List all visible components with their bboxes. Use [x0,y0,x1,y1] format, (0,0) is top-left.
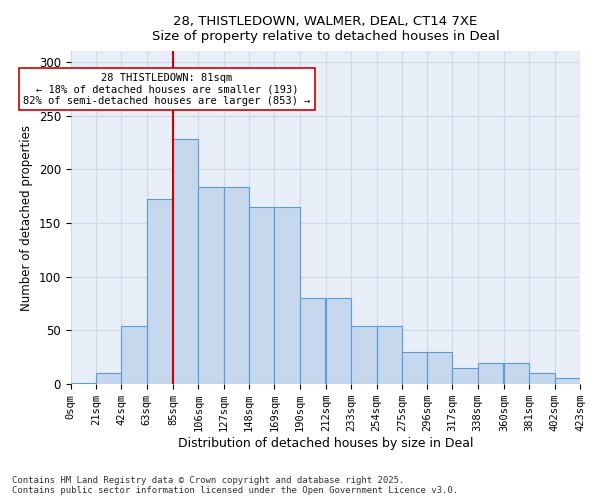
Bar [274,207,299,384]
Bar [121,326,146,384]
Y-axis label: Number of detached properties: Number of detached properties [20,124,33,310]
Bar [249,207,274,384]
Bar [377,326,402,384]
Bar [326,298,351,384]
Bar [224,186,249,384]
Text: Contains HM Land Registry data © Crown copyright and database right 2025.
Contai: Contains HM Land Registry data © Crown c… [12,476,458,495]
Bar [96,374,121,384]
Bar [299,298,325,384]
Bar [555,378,580,384]
Bar [504,362,529,384]
Bar [199,186,224,384]
Bar [529,374,555,384]
Bar [351,326,377,384]
Bar [452,368,478,384]
Bar [173,139,199,384]
Text: 28 THISTLEDOWN: 81sqm
← 18% of detached houses are smaller (193)
82% of semi-det: 28 THISTLEDOWN: 81sqm ← 18% of detached … [23,72,311,106]
Bar [402,352,427,384]
Bar [478,362,503,384]
Bar [146,200,172,384]
X-axis label: Distribution of detached houses by size in Deal: Distribution of detached houses by size … [178,437,473,450]
Title: 28, THISTLEDOWN, WALMER, DEAL, CT14 7XE
Size of property relative to detached ho: 28, THISTLEDOWN, WALMER, DEAL, CT14 7XE … [152,15,499,43]
Bar [71,383,96,384]
Bar [427,352,452,384]
